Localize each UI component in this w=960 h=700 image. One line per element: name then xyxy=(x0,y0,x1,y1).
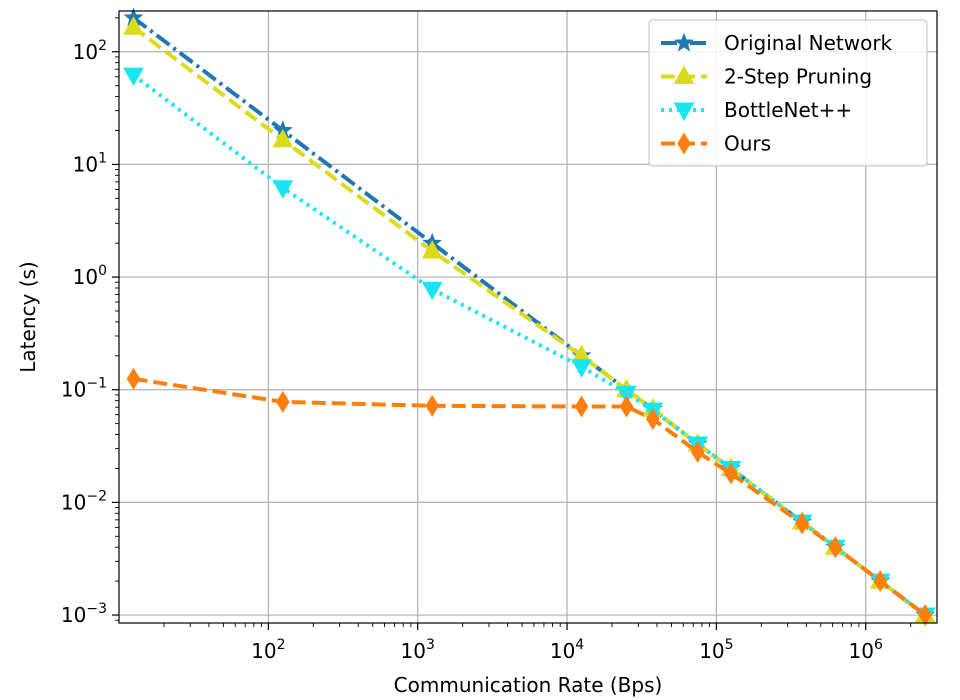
data-point xyxy=(724,462,738,485)
legend-label: Ours xyxy=(724,132,771,156)
x-tick-label: 106 xyxy=(849,637,883,663)
data-point xyxy=(571,359,592,378)
series-layer xyxy=(123,7,936,627)
data-point xyxy=(272,180,294,199)
y-tick-label: 10−3 xyxy=(61,601,107,627)
data-point xyxy=(421,240,443,259)
data-point xyxy=(918,604,932,626)
data-point xyxy=(690,441,705,463)
data-point xyxy=(425,394,439,417)
y-tick-label: 10−1 xyxy=(61,376,107,402)
data-point xyxy=(272,128,294,148)
y-tick-label: 10−2 xyxy=(61,488,107,514)
y-axis-ticks: 10−3 10−2 10−1 100 101 102 xyxy=(61,17,119,627)
x-tick-label: 102 xyxy=(251,637,285,663)
legend-label: Original Network xyxy=(724,31,893,55)
legend-item-ours: Ours xyxy=(661,132,771,156)
legend-label: BottleNet++ xyxy=(724,98,852,122)
data-point xyxy=(574,395,589,418)
data-point xyxy=(828,536,843,559)
data-point xyxy=(421,281,443,301)
data-point xyxy=(619,395,634,418)
legend-box xyxy=(648,19,928,167)
y-axis-label: Latency (s) xyxy=(16,261,40,372)
legend-label: 2-Step Pruning xyxy=(724,65,872,89)
legend-marker xyxy=(673,102,695,122)
y-tick-label: 102 xyxy=(73,38,107,64)
legend-marker xyxy=(677,132,691,155)
x-tick-label: 105 xyxy=(699,637,733,663)
legend-item-bottlenet: BottleNet++ xyxy=(661,98,852,122)
legend-item-original-network: Original Network xyxy=(661,31,893,55)
legend-marker xyxy=(674,32,694,52)
data-point xyxy=(276,390,290,413)
series-line xyxy=(132,73,927,617)
y-tick-label: 101 xyxy=(73,150,107,176)
data-point xyxy=(123,67,144,87)
data-point xyxy=(873,570,887,593)
legend-marker xyxy=(673,65,695,84)
legend-item-2-step-pruning: 2-Step Pruning xyxy=(661,65,872,89)
data-point xyxy=(646,408,660,430)
data-point xyxy=(126,367,141,390)
series-line xyxy=(133,376,927,617)
legend: Original Network 2-Step Pruning BottleNet+… xyxy=(648,19,928,167)
x-axis-label: Communication Rate (Bps) xyxy=(394,673,663,697)
plot-frame xyxy=(118,10,938,624)
data-point xyxy=(795,512,809,535)
y-tick-label: 100 xyxy=(73,263,107,289)
data-point xyxy=(616,385,637,405)
data-point xyxy=(123,16,144,35)
series-ours xyxy=(126,367,932,626)
x-tick-label: 104 xyxy=(550,637,584,663)
x-axis-ticks: 102 103 104 105 106 xyxy=(163,623,912,663)
x-tick-label: 103 xyxy=(401,637,435,663)
